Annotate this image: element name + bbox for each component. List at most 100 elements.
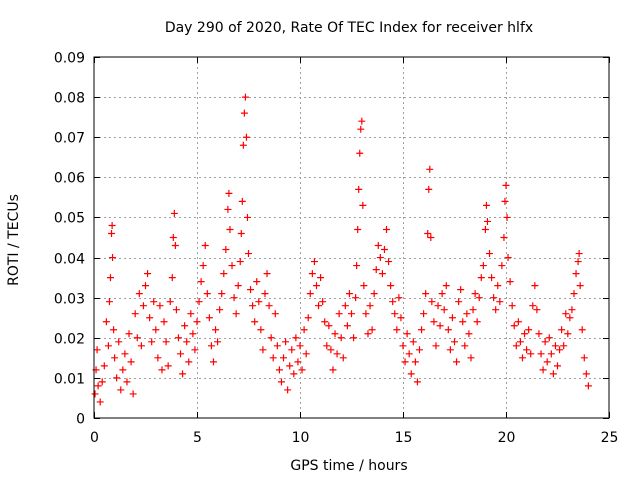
data-point [247, 286, 255, 294]
data-point [496, 298, 504, 306]
data-point [477, 274, 485, 282]
data-point [357, 125, 365, 133]
data-point [397, 314, 405, 322]
data-point [486, 250, 494, 258]
data-point [482, 201, 490, 209]
data-point [288, 346, 296, 354]
data-point [504, 254, 512, 262]
data-point [399, 342, 407, 350]
data-point [146, 314, 154, 322]
data-point [442, 282, 450, 290]
data-point [364, 330, 372, 338]
data-point [374, 242, 382, 250]
x-tick-label: 20 [498, 430, 516, 446]
data-point [512, 342, 520, 350]
data-point [234, 282, 242, 290]
data-point [385, 258, 393, 266]
data-point [531, 282, 539, 290]
data-point [576, 282, 584, 290]
data-point [467, 354, 475, 362]
data-point [286, 362, 294, 370]
data-point [304, 314, 312, 322]
data-point [302, 350, 310, 358]
data-point [453, 358, 461, 366]
data-point [255, 298, 263, 306]
data-point [292, 334, 300, 342]
data-point [501, 197, 509, 205]
data-point [424, 229, 432, 237]
data-point [387, 282, 395, 290]
y-tick-label: 0.09 [54, 51, 85, 67]
data-point [358, 117, 366, 125]
data-point [135, 290, 143, 298]
data-point [243, 213, 251, 221]
data-point [106, 274, 114, 282]
data-point [312, 282, 320, 290]
data-point [451, 338, 458, 346]
data-point [237, 229, 245, 237]
data-point [535, 330, 543, 338]
data-point [564, 330, 572, 338]
data-point [457, 286, 465, 294]
data-point [341, 302, 349, 310]
data-point [142, 282, 149, 290]
x-tick-label: 0 [90, 430, 99, 446]
data-point [471, 290, 479, 298]
data-point [263, 270, 271, 278]
data-point [556, 346, 564, 354]
data-point [359, 201, 367, 209]
data-point [108, 229, 116, 237]
data-point [158, 366, 166, 374]
data-point [125, 330, 133, 338]
data-point [444, 326, 452, 334]
data-point [459, 318, 467, 326]
data-point [537, 350, 545, 358]
data-point [389, 298, 397, 306]
data-point [582, 370, 590, 378]
data-point [574, 258, 582, 266]
data-point [152, 326, 160, 334]
data-point [267, 334, 275, 342]
data-point [572, 270, 580, 278]
data-point [568, 306, 576, 314]
y-tick-label: 0.02 [54, 332, 85, 348]
data-point [554, 362, 561, 370]
data-point [115, 338, 123, 346]
data-point [333, 350, 341, 358]
plot-frame [93, 56, 610, 419]
data-point [446, 346, 454, 354]
data-point [331, 330, 339, 338]
data-point [427, 234, 435, 241]
data-point [383, 225, 391, 233]
data-point [236, 258, 244, 266]
data-point [356, 149, 364, 157]
x-tick-label: 5 [193, 430, 202, 446]
data-point [251, 318, 259, 326]
y-tick-label: 0.06 [54, 171, 85, 187]
data-point [189, 330, 197, 338]
data-point [144, 270, 152, 278]
y-tick-label: 0.03 [54, 292, 85, 308]
data-point [420, 310, 428, 318]
data-point [323, 342, 331, 350]
data-point [481, 225, 489, 233]
data-point [514, 318, 522, 326]
data-point [329, 366, 337, 374]
data-point [265, 302, 273, 310]
data-point [315, 302, 323, 310]
data-point [411, 358, 419, 366]
data-point [545, 334, 553, 342]
data-point [294, 358, 302, 366]
data-point [418, 326, 426, 334]
data-point [510, 322, 518, 330]
data-point [479, 262, 487, 270]
data-point [249, 302, 257, 310]
data-point [562, 310, 570, 318]
data-point [578, 326, 586, 334]
data-point [547, 350, 555, 358]
data-point [284, 386, 292, 394]
data-point [353, 262, 361, 270]
data-point [127, 358, 135, 366]
data-point [527, 350, 535, 358]
data-point [271, 310, 279, 318]
